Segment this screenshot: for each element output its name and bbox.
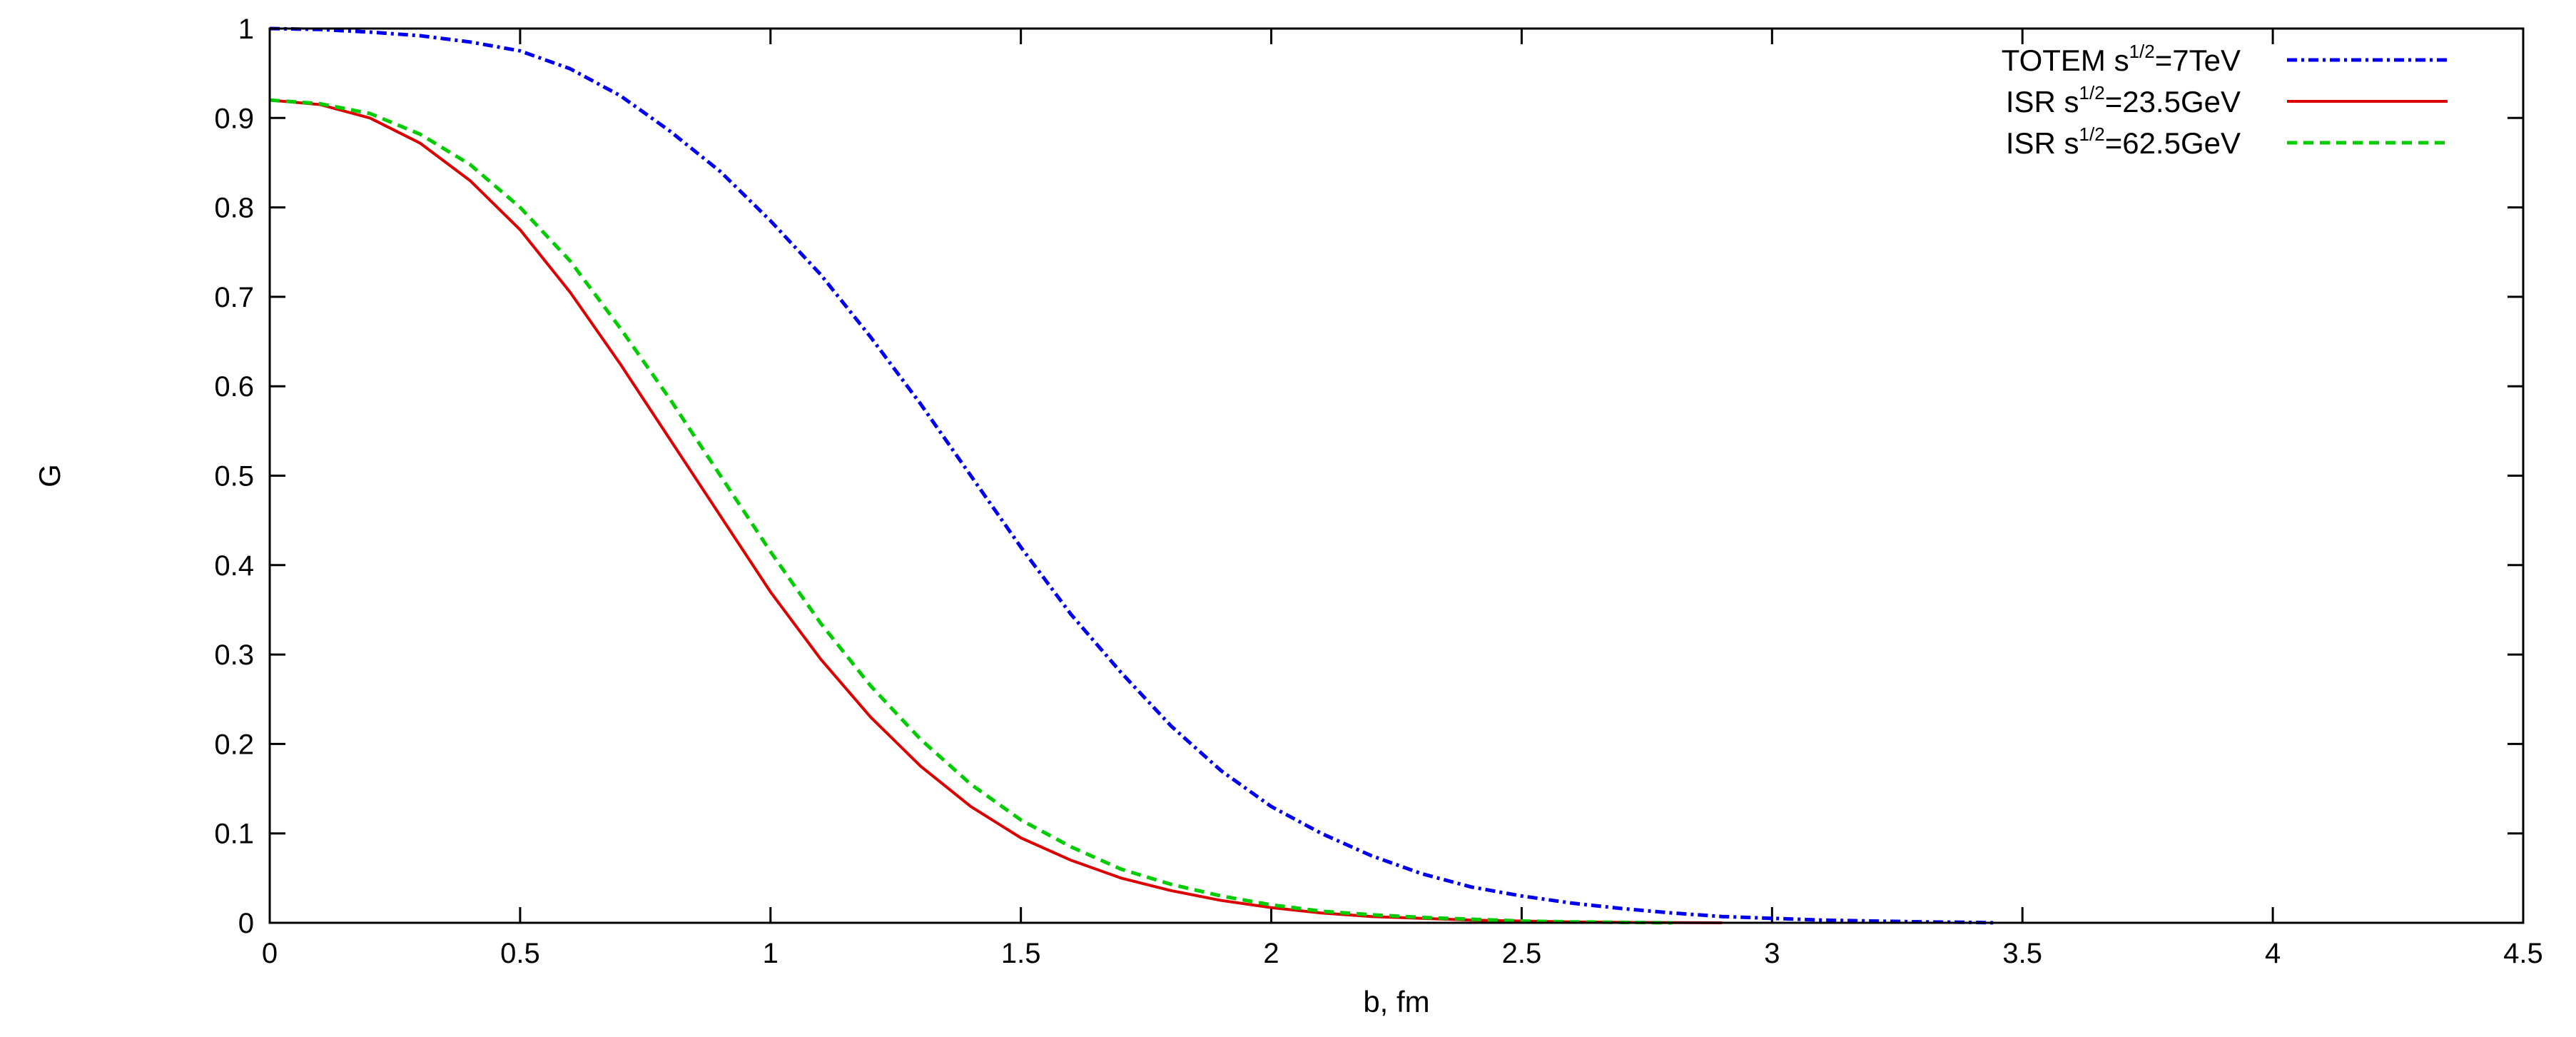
x-tick-label: 3	[1764, 938, 1780, 969]
y-tick-label: 0.2	[214, 729, 254, 760]
x-tick-label: 4	[2265, 938, 2281, 969]
x-tick-label: 1	[763, 938, 779, 969]
y-tick-label: 0.8	[214, 193, 254, 224]
y-axis: 0 0.1 0.2 0.3 0.4 0.5 0.6 0.7 0.8 0.9 1	[214, 14, 2523, 939]
x-tick-label: 3.5	[2002, 938, 2042, 969]
x-tick-label: 0.5	[500, 938, 540, 969]
plot-frame	[268, 27, 2525, 924]
y-tick-label: 0.5	[214, 461, 254, 492]
legend-label-3: ISR s1/2=62.5GeV	[2006, 123, 2241, 160]
y-tick-label: 0.1	[214, 819, 254, 850]
x-axis-title: b, fm	[1363, 985, 1429, 1018]
y-tick-label: 0.3	[214, 639, 254, 671]
x-axis: 0 0.5 1 1.5 2 2.5 3 3.5 4 4.5	[262, 29, 2543, 969]
x-tick-label: 4.5	[2503, 938, 2543, 969]
y-axis-title: G	[33, 464, 66, 487]
legend-label-1: TOTEM s1/2=7TeV	[2002, 41, 2241, 77]
y-tick-label: 0.9	[214, 103, 254, 134]
x-tick-label: 2.5	[1502, 938, 1542, 969]
y-tick-label: 0	[238, 908, 254, 939]
x-tick-label: 0	[262, 938, 278, 969]
legend: TOTEM s1/2=7TeV ISR s1/2=23.5GeV ISR s1/2=…	[2002, 41, 2448, 160]
x-tick-label: 2	[1263, 938, 1279, 969]
x-tick-label: 1.5	[1001, 938, 1041, 969]
plot-series	[269, 26, 1998, 925]
legend-label-2: ISR s1/2=23.5GeV	[2006, 82, 2241, 118]
y-tick-label: 0.6	[214, 371, 254, 403]
y-tick-label: 0.4	[214, 550, 254, 582]
y-tick-label: 1	[238, 14, 254, 45]
y-tick-label: 0.7	[214, 282, 254, 313]
